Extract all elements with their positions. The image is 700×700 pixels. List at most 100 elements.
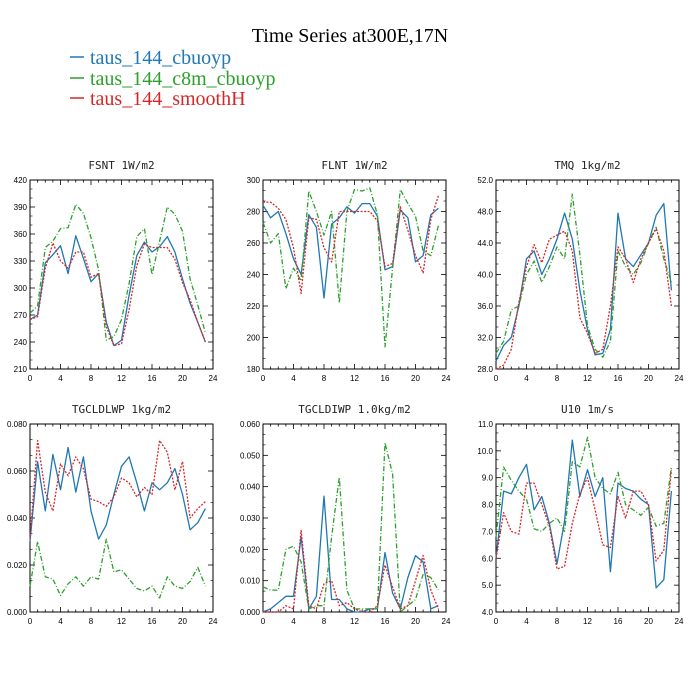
panel-4: TGCLDIWP 1.0kg/m2 0 4 8 12 16 20 24 0.000 0.010 0.…: [240, 403, 451, 626]
legend-label-2: taus_144_smoothH: [90, 88, 246, 110]
x-tick-label: 24: [209, 617, 218, 626]
series-line-0: [262, 495, 439, 613]
plot-frame: [29, 423, 214, 613]
y-tick-label: 0.040: [240, 483, 261, 492]
series-line-0: [495, 439, 673, 589]
panel-title: TGCLDIWP 1.0kg/m2: [298, 403, 411, 416]
figure-title: Time Series at300E,17N: [252, 25, 448, 47]
series-line-2: [495, 228, 673, 370]
series-line-0: [29, 446, 206, 542]
plot-frame: [262, 423, 447, 613]
panel-title: TGCLDLWP 1kg/m2: [72, 403, 171, 416]
series-line-0: [495, 202, 673, 362]
x-tick-label: 0: [494, 617, 499, 626]
y-tick-label: 240: [247, 271, 261, 280]
y-tick-label: 0.020: [240, 545, 261, 554]
y-tick-label: 220: [247, 302, 261, 311]
panel-title: FLNT 1W/m2: [321, 159, 387, 172]
series-line-2: [29, 439, 206, 540]
y-tick-label: 0.030: [240, 514, 261, 523]
series-line-2: [263, 529, 440, 613]
x-tick-label: 24: [675, 617, 684, 626]
y-tick-label: 270: [14, 311, 28, 320]
y-tick-label: 32.0: [477, 334, 493, 343]
legend-label-0: taus_144_cbuoyp: [90, 47, 231, 69]
x-tick-label: 20: [178, 374, 187, 383]
x-tick-label: 24: [442, 374, 451, 383]
panels: FSNT 1W/m20 4 8 12 16 20 242102402703003303603…: [7, 159, 684, 626]
y-tick-label: 0.000: [7, 608, 28, 617]
series-line-1: [262, 187, 440, 348]
y-tick-label: 48.0: [477, 208, 493, 217]
y-tick-label: 5.0: [482, 581, 494, 590]
y-tick-label: 28.0: [477, 365, 493, 374]
legend-label-1: taus_144_c8m_cbuoyp: [90, 68, 276, 90]
x-tick-label: 4: [291, 374, 296, 383]
x-tick-label: 0: [261, 617, 266, 626]
panel-title: TMQ 1kg/m2: [554, 159, 620, 172]
x-tick-label: 4: [291, 617, 296, 626]
x-tick-label: 16: [614, 374, 623, 383]
y-tick-label: 330: [14, 257, 28, 266]
y-tick-label: 200: [247, 334, 261, 343]
y-tick-label: 180: [247, 365, 261, 374]
x-tick-label: 16: [148, 617, 157, 626]
series-line-1: [495, 193, 673, 358]
panel-title: FSNT 1W/m2: [88, 159, 154, 172]
x-tick-label: 4: [58, 374, 63, 383]
x-tick-label: 8: [89, 617, 94, 626]
legend: taus_144_cbuoyp taus_144_c8m_cbuoyp taus…: [70, 47, 276, 110]
x-tick-label: 16: [381, 374, 390, 383]
y-tick-label: 0.020: [7, 561, 28, 570]
series-line-0: [262, 202, 439, 299]
x-tick-label: 0: [28, 617, 33, 626]
y-tick-label: 9.0: [482, 474, 494, 483]
panel-1: FLNT 1W/m2 0 4 8 12 16 20 24 180 200 220 240 260 280 3…: [247, 159, 451, 383]
y-tick-label: 0.080: [7, 420, 28, 429]
x-tick-label: 20: [178, 617, 187, 626]
x-tick-label: 4: [58, 617, 63, 626]
y-tick-label: 280: [247, 208, 261, 217]
x-tick-label: 24: [442, 617, 451, 626]
y-tick-label: 420: [14, 176, 28, 185]
x-tick-label: 16: [381, 617, 390, 626]
x-tick-label: 24: [675, 374, 684, 383]
x-tick-label: 8: [89, 374, 94, 383]
x-tick-label: 20: [644, 617, 653, 626]
x-tick-label: 8: [322, 374, 327, 383]
x-tick-label: 24: [209, 374, 218, 383]
y-tick-label: 0.000: [240, 608, 261, 617]
y-tick-label: 11.0: [478, 420, 494, 429]
series-line-2: [495, 469, 673, 570]
x-tick-label: 16: [614, 617, 623, 626]
panel-5: U10 1m/s 0 4 8 12 16 20 24 4.0 5.0 6.0 7.0 8.0 9.0 10.…: [477, 403, 684, 626]
y-tick-label: 7.0: [482, 527, 494, 536]
x-tick-label: 12: [583, 374, 592, 383]
y-tick-label: 0.010: [240, 577, 261, 586]
y-tick-label: 300: [14, 284, 28, 293]
x-tick-label: 20: [644, 374, 653, 383]
y-tick-label: 0.060: [240, 420, 261, 429]
series-line-1: [29, 203, 207, 341]
y-tick-label: 52.0: [477, 176, 493, 185]
y-tick-label: 210: [14, 365, 28, 374]
series-line-1: [495, 436, 673, 537]
x-tick-label: 0: [494, 374, 499, 383]
x-tick-label: 12: [117, 617, 126, 626]
x-tick-label: 12: [350, 374, 359, 383]
plot-frame: [262, 179, 447, 370]
y-tick-label: 40.0: [477, 271, 493, 280]
y-tick-label: 6.0: [482, 554, 494, 563]
x-tick-label: 12: [350, 617, 359, 626]
y-tick-label: 10.0: [477, 447, 493, 456]
x-tick-label: 8: [555, 374, 560, 383]
series-line-1: [262, 442, 439, 613]
panel-title: U10 1m/s: [561, 403, 614, 416]
x-tick-label: 8: [555, 617, 560, 626]
panel-3: TGCLDLWP 1kg/m2 0 4 8 12 16 20 24 0.000 0.020 0.04…: [7, 403, 218, 626]
series-line-2: [29, 242, 207, 347]
x-tick-label: 8: [322, 617, 327, 626]
x-tick-label: 20: [411, 374, 420, 383]
y-tick-label: 0.060: [7, 467, 28, 476]
